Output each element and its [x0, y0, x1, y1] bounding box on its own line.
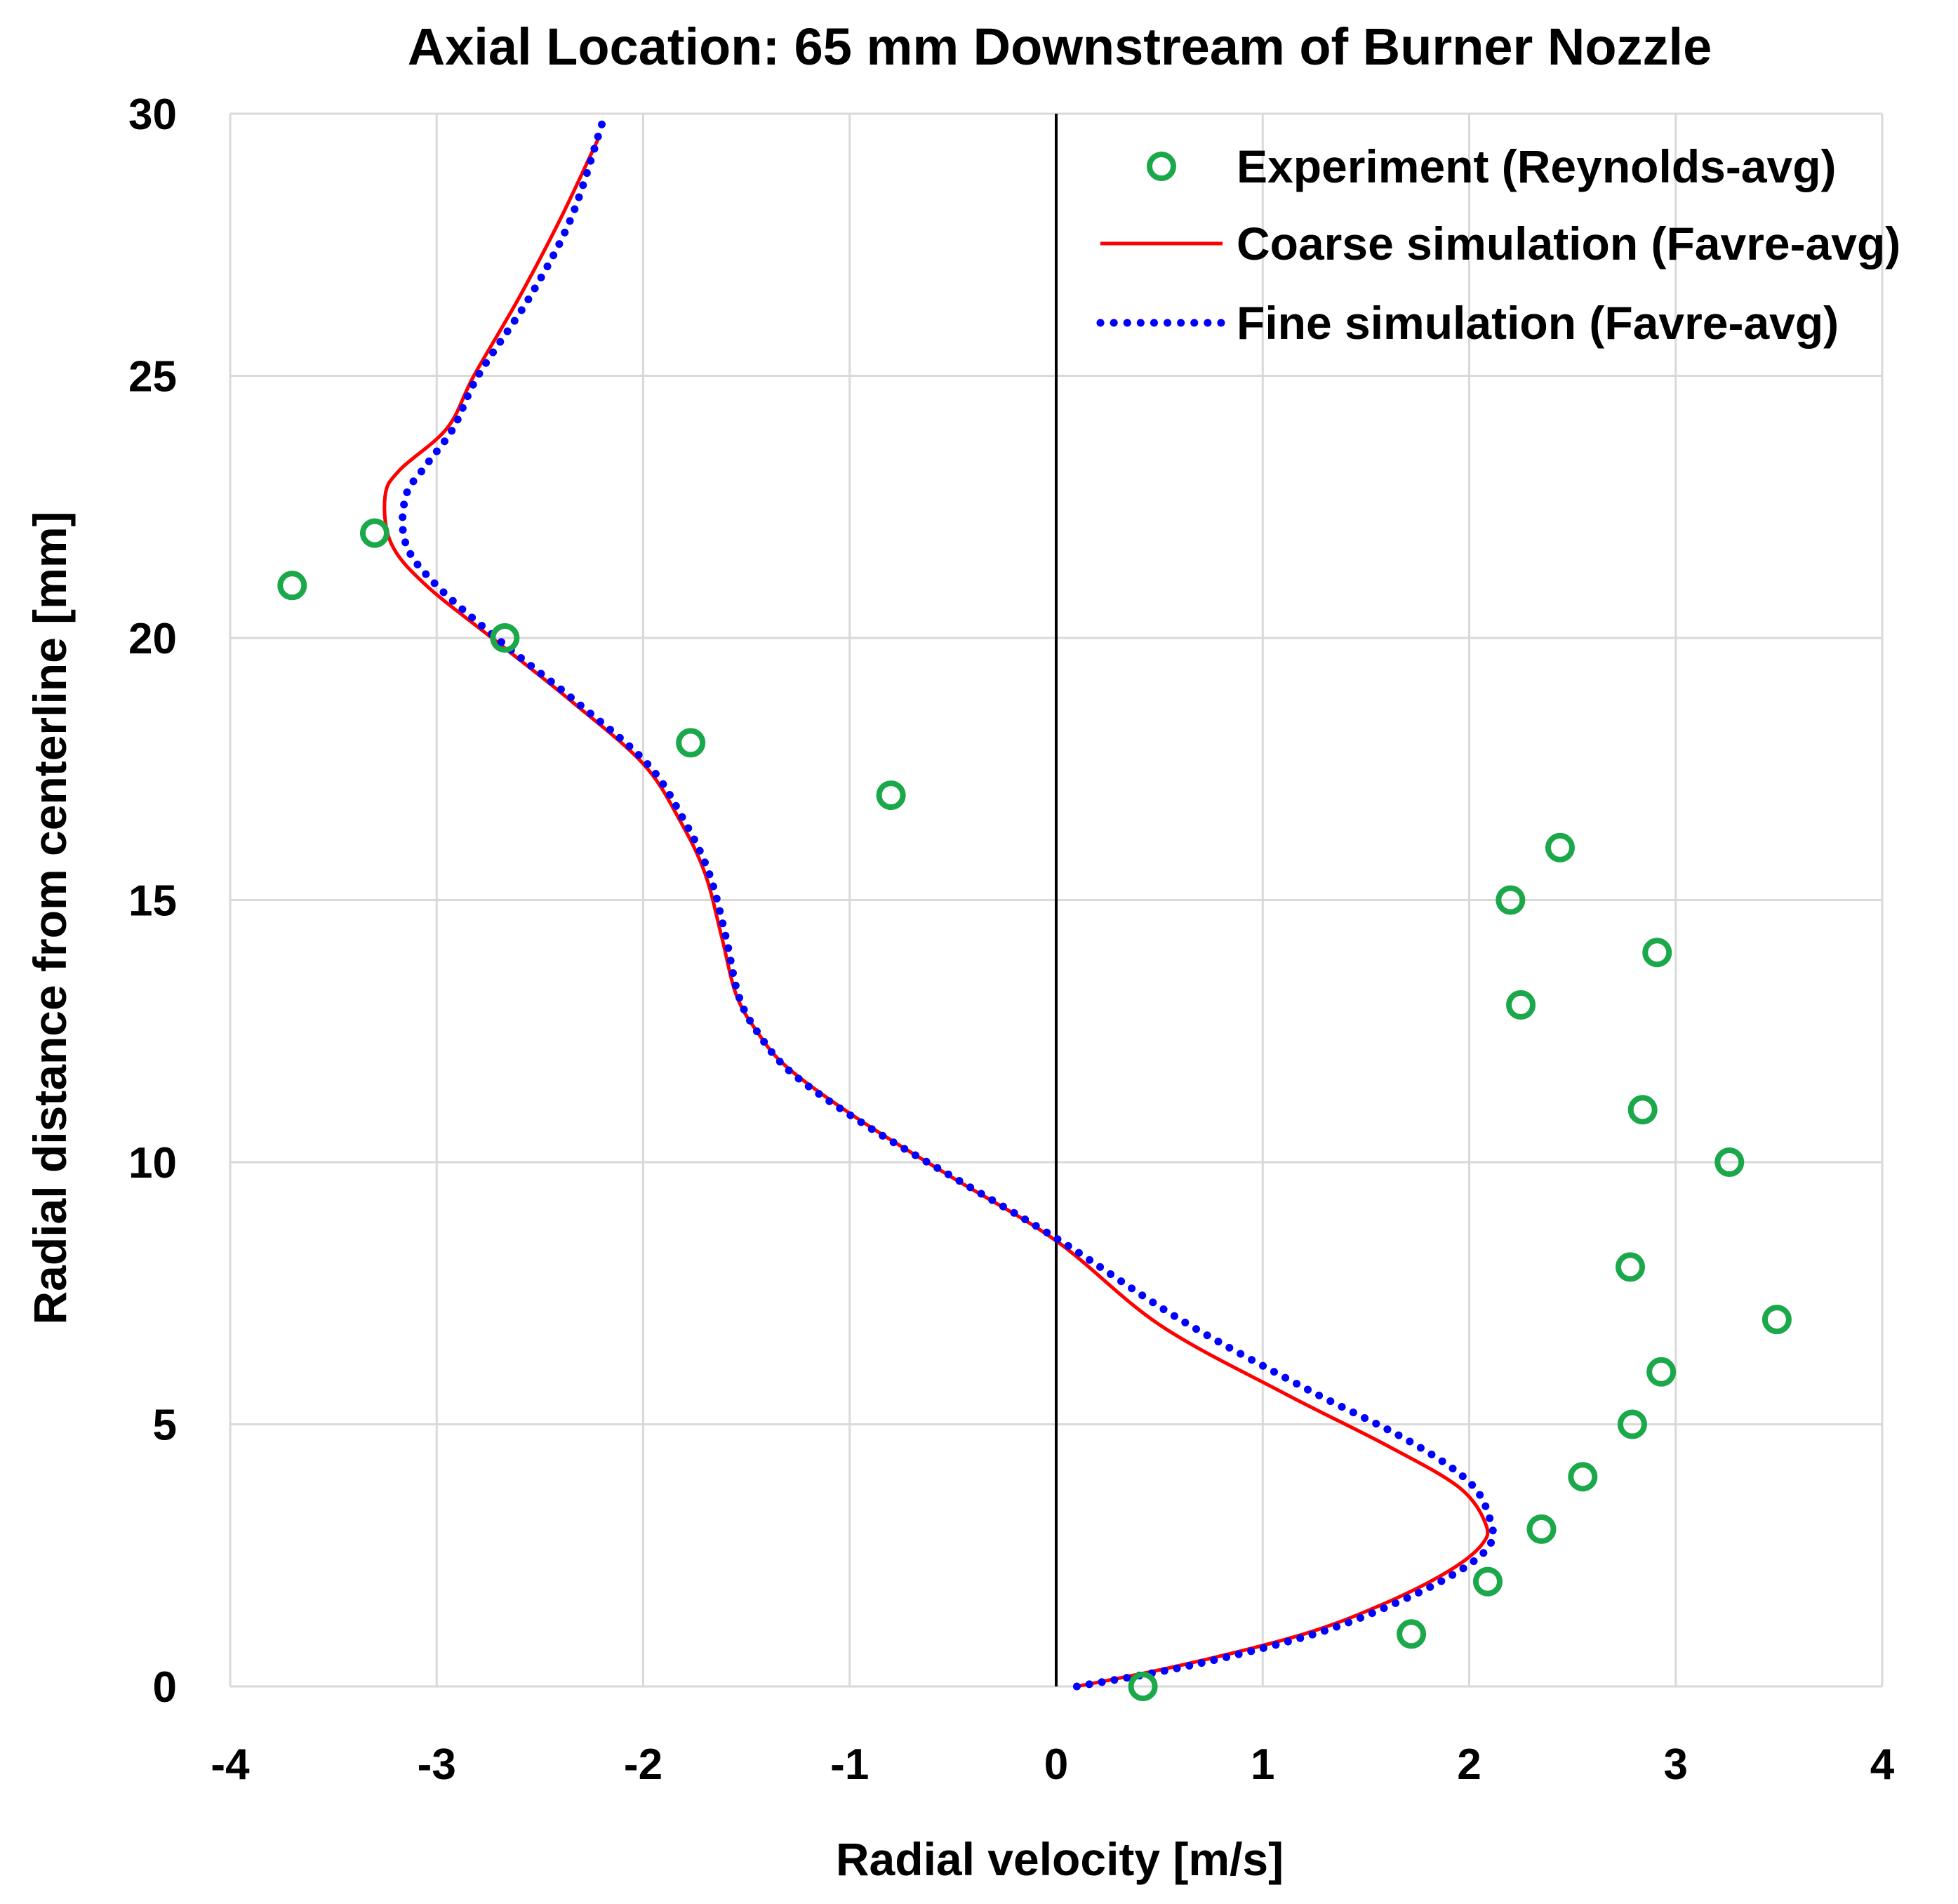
chart-title: Axial Location: 65 mm Downstream of Burn… — [408, 18, 1712, 76]
y-tick-label: 15 — [128, 877, 177, 926]
experiment-point — [876, 780, 906, 811]
experiment-point — [359, 518, 389, 548]
x-tick-label: 4 — [1870, 1740, 1895, 1789]
experiment-point — [676, 728, 706, 758]
experiment-point — [1761, 1305, 1792, 1335]
coarse-simulation-line — [382, 139, 1490, 1689]
y-tick-label: 25 — [128, 353, 177, 401]
x-tick-label: -4 — [211, 1740, 250, 1789]
x-tick-labels: -4 -3 -2 -1 0 1 2 3 4 — [211, 1740, 1894, 1789]
experiment-point — [1545, 832, 1575, 863]
experiment-point — [1496, 885, 1526, 915]
legend: Experiment (Reynolds-avg) Coarse simulat… — [1096, 140, 1900, 349]
experiment-point — [1506, 990, 1536, 1020]
y-tick-label: 0 — [153, 1663, 177, 1712]
y-tick-labels: 0 5 10 15 20 25 30 — [128, 91, 177, 1712]
x-tick-label: -3 — [418, 1740, 456, 1789]
x-tick-label: -1 — [830, 1740, 869, 1789]
experiment-point — [1646, 1357, 1677, 1387]
x-tick-label: -2 — [624, 1740, 662, 1789]
legend-coarse-label: Coarse simulation (Favre-avg) — [1237, 218, 1900, 269]
experiment-point — [1714, 1147, 1745, 1177]
legend-experiment-label: Experiment (Reynolds-avg) — [1237, 140, 1837, 192]
experiment-point — [1627, 1095, 1658, 1125]
y-tick-label: 30 — [128, 91, 177, 139]
experiment-point — [1128, 1672, 1158, 1701]
x-axis-title: Radial velocity [m/s] — [836, 1833, 1284, 1885]
experiment-point — [1616, 1252, 1646, 1282]
plot-series — [277, 120, 1792, 1701]
x-tick-label: 1 — [1251, 1740, 1274, 1789]
x-tick-label: 3 — [1664, 1740, 1688, 1789]
experiment-point — [490, 623, 520, 653]
experiment-point — [1472, 1566, 1503, 1597]
x-tick-label: 2 — [1457, 1740, 1481, 1789]
experiment-point — [1642, 938, 1672, 968]
legend-experiment-marker — [1147, 152, 1176, 181]
experiment-point — [1617, 1409, 1647, 1439]
fine-simulation-line — [398, 120, 1498, 1691]
experiment-point — [277, 571, 307, 601]
experiment-point — [1526, 1514, 1557, 1544]
experiment-point — [1397, 1619, 1427, 1649]
y-tick-label: 5 — [153, 1402, 177, 1450]
y-axis-title: Radial distance from centerline [mm] — [24, 512, 76, 1325]
y-tick-label: 20 — [128, 615, 177, 663]
x-tick-label: 0 — [1044, 1740, 1068, 1789]
experiment-point — [1568, 1462, 1598, 1492]
legend-fine-label: Fine simulation (Favre-avg) — [1237, 297, 1839, 349]
y-tick-label: 10 — [128, 1139, 177, 1187]
